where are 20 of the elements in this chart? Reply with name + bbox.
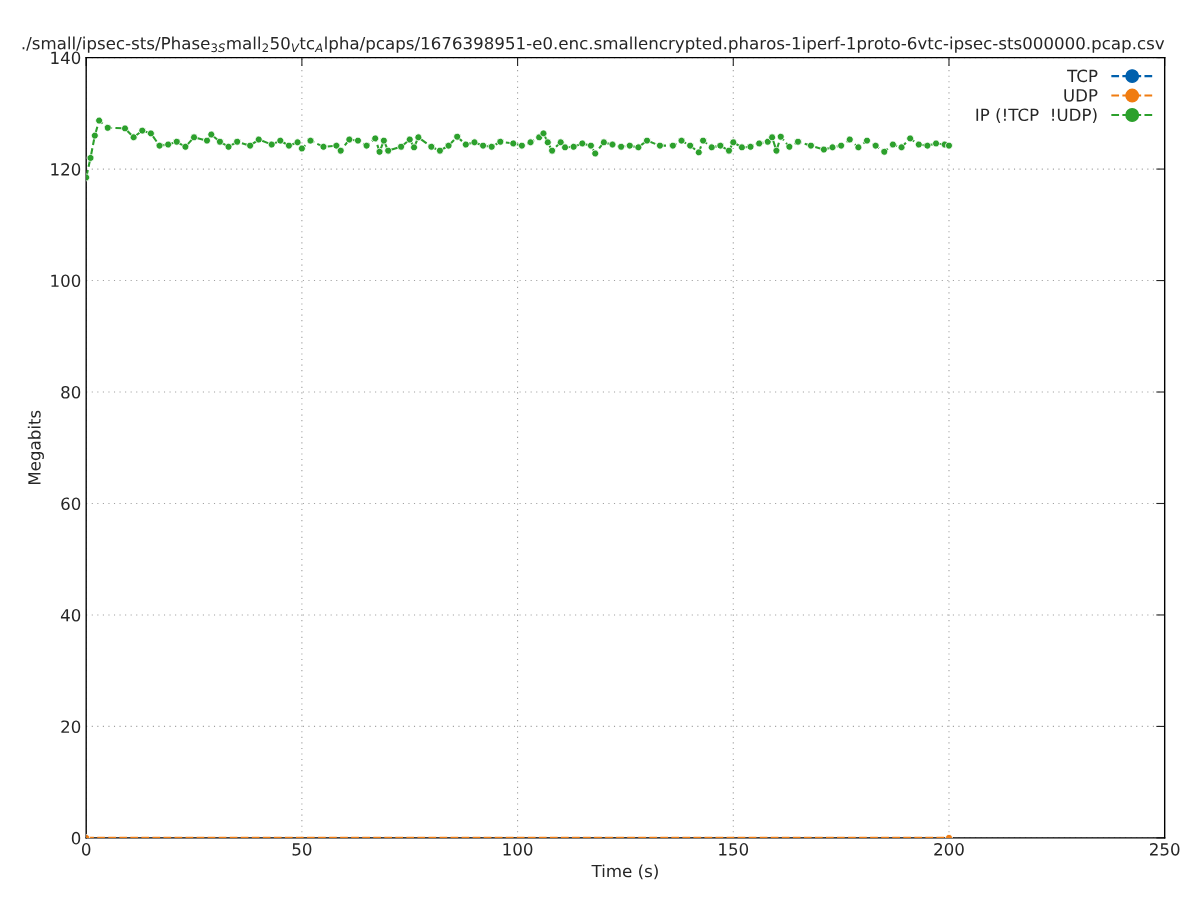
y-tick-label: 60 xyxy=(61,497,81,511)
x-tick-label: 100 xyxy=(503,843,533,856)
chart-title: ./small/ipsec-sts/Phase$_{3S}$mall$_{2}$50$_{V}$tc$_{A}$lpha/pcaps/1676398951-e0.enc.smallencrypted.pharos-1iperf-1proto-6vtc-ipsec-sts000000.pcap.csv xyxy=(22,36,1165,53)
x-tick-label: 250 xyxy=(1150,843,1180,856)
x-tick-label: 50 xyxy=(292,843,312,856)
y-tick-label: 120 xyxy=(51,163,81,176)
legend-label: IP (!TCP !UDP) xyxy=(976,108,1097,124)
x-tick-label: 200 xyxy=(934,843,964,856)
y-tick-label: 100 xyxy=(51,274,81,288)
y-tick-label: 140 xyxy=(51,51,81,65)
x-tick-label: 150 xyxy=(719,843,749,856)
y-tick-label: 0 xyxy=(71,831,81,845)
legend-label: UDP xyxy=(1064,89,1098,102)
x-tick-label: 0 xyxy=(81,843,91,856)
y-axis-title: Megabits xyxy=(27,410,44,485)
x-axis-title: Time (s) xyxy=(591,864,658,880)
y-tick-label: 80 xyxy=(61,385,81,399)
y-tick-label: 20 xyxy=(61,720,81,733)
legend-label: TCP xyxy=(1067,69,1098,83)
y-tick-label: 40 xyxy=(60,608,81,622)
